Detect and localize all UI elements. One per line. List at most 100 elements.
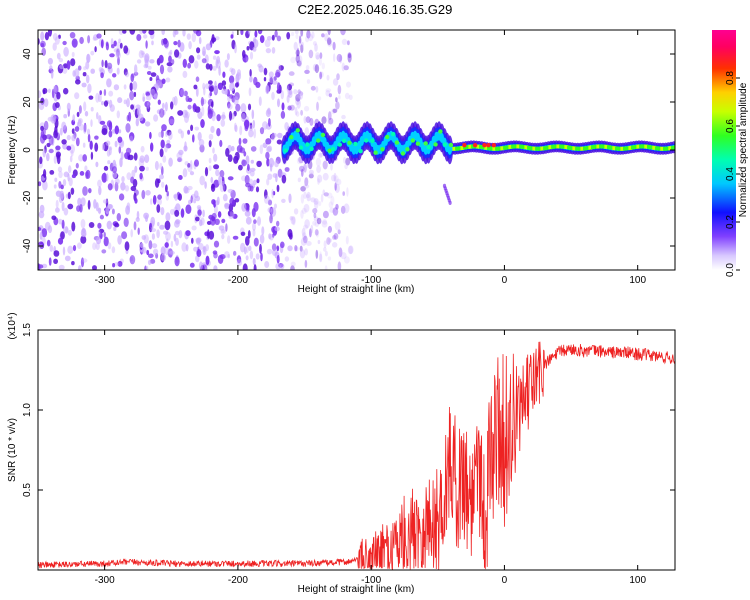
noise-blob	[259, 234, 265, 244]
streak-blob	[448, 200, 452, 205]
noise-blob	[157, 221, 160, 227]
noise-blob	[173, 233, 177, 242]
noise-blob	[300, 186, 306, 192]
noise-blob	[77, 118, 83, 124]
noise-blob	[249, 170, 255, 177]
band-peak	[508, 144, 513, 149]
noise-blob	[139, 30, 144, 35]
noise-blob	[278, 65, 284, 71]
noise-blob	[80, 228, 87, 238]
noise-blob	[199, 175, 205, 186]
noise-blob	[126, 98, 130, 108]
noise-blob	[320, 71, 324, 78]
noise-blob	[41, 228, 48, 238]
noise-blob	[139, 155, 145, 163]
noise-blob	[182, 58, 187, 68]
y-tick-label: 1.5	[22, 323, 33, 337]
noise-blob	[286, 32, 291, 40]
noise-blob	[113, 84, 120, 91]
noise-blob	[116, 48, 120, 57]
noise-blob	[76, 111, 80, 118]
noise-blob	[98, 186, 102, 196]
noise-blob	[208, 86, 214, 92]
noise-blob	[271, 80, 278, 85]
noise-blob	[293, 208, 299, 215]
noise-blob	[202, 209, 205, 218]
noise-blob	[295, 33, 299, 40]
noise-blob	[213, 240, 220, 248]
noise-blob	[136, 34, 142, 41]
noise-blob	[135, 217, 140, 222]
noise-blob	[54, 177, 58, 182]
noise-blob	[165, 231, 171, 241]
noise-blob	[305, 35, 310, 43]
band-peak	[503, 145, 508, 150]
band-peak	[537, 146, 542, 151]
noise-blob	[140, 145, 145, 153]
noise-blob	[263, 67, 268, 76]
noise-blob	[189, 171, 195, 176]
noise-blob	[294, 30, 299, 35]
noise-blob	[38, 181, 42, 187]
noise-blob	[315, 54, 320, 60]
noise-blob	[158, 131, 162, 138]
noise-blob	[39, 231, 43, 240]
noise-blob	[340, 252, 347, 260]
noise-blob	[112, 159, 117, 168]
noise-blob	[89, 140, 93, 150]
noise-blob	[187, 185, 193, 191]
noise-blob	[200, 96, 204, 107]
noise-blob	[178, 149, 184, 156]
noise-blob	[187, 129, 191, 135]
band-peak	[497, 146, 502, 151]
noise-blob	[170, 240, 174, 248]
noise-blob	[185, 244, 189, 252]
noise-blob	[90, 68, 95, 74]
noise-blob	[319, 52, 323, 59]
noise-blob	[139, 242, 144, 249]
noise-blob	[149, 59, 155, 64]
noise-blob	[103, 89, 107, 96]
noise-blob	[71, 128, 75, 134]
noise-blob	[166, 62, 173, 67]
noise-blob	[177, 128, 183, 134]
noise-blob	[276, 139, 283, 145]
noise-blob	[129, 90, 135, 101]
noise-blob	[287, 84, 292, 91]
noise-blob	[187, 163, 191, 168]
noise-blob	[347, 245, 353, 255]
noise-blob	[297, 89, 301, 95]
noise-blob	[49, 65, 53, 71]
band-peak	[513, 144, 518, 149]
noise-blob	[289, 216, 294, 221]
noise-blob	[93, 199, 97, 209]
noise-blob	[88, 222, 95, 228]
noise-blob	[154, 160, 159, 171]
noise-blob	[227, 154, 233, 162]
noise-blob	[296, 60, 302, 67]
noise-blob	[74, 126, 80, 132]
noise-blob	[252, 222, 256, 231]
noise-blob	[241, 159, 247, 167]
band-peak	[572, 146, 577, 151]
band-peak	[543, 146, 548, 151]
band-peak	[532, 146, 537, 151]
x-tick-label: -200	[228, 575, 248, 586]
noise-blob	[248, 125, 254, 131]
noise-blob	[300, 237, 307, 246]
band-peak	[553, 144, 558, 149]
noise-blob	[157, 198, 162, 206]
noise-blob	[296, 99, 302, 109]
noise-blob	[67, 229, 72, 236]
noise-blob	[334, 221, 341, 231]
noise-blob	[271, 34, 275, 41]
y-tick-label: 1.0	[22, 403, 33, 417]
noise-blob	[234, 43, 237, 54]
noise-blob	[140, 50, 145, 55]
noise-blob	[82, 186, 88, 196]
noise-blob	[58, 218, 63, 225]
snr-axes: -300 -200 -100 0 100 0.5 1.0 1.5	[22, 323, 675, 586]
noise-blob	[69, 155, 73, 163]
noise-blob	[173, 95, 178, 106]
band-peak	[577, 146, 582, 151]
